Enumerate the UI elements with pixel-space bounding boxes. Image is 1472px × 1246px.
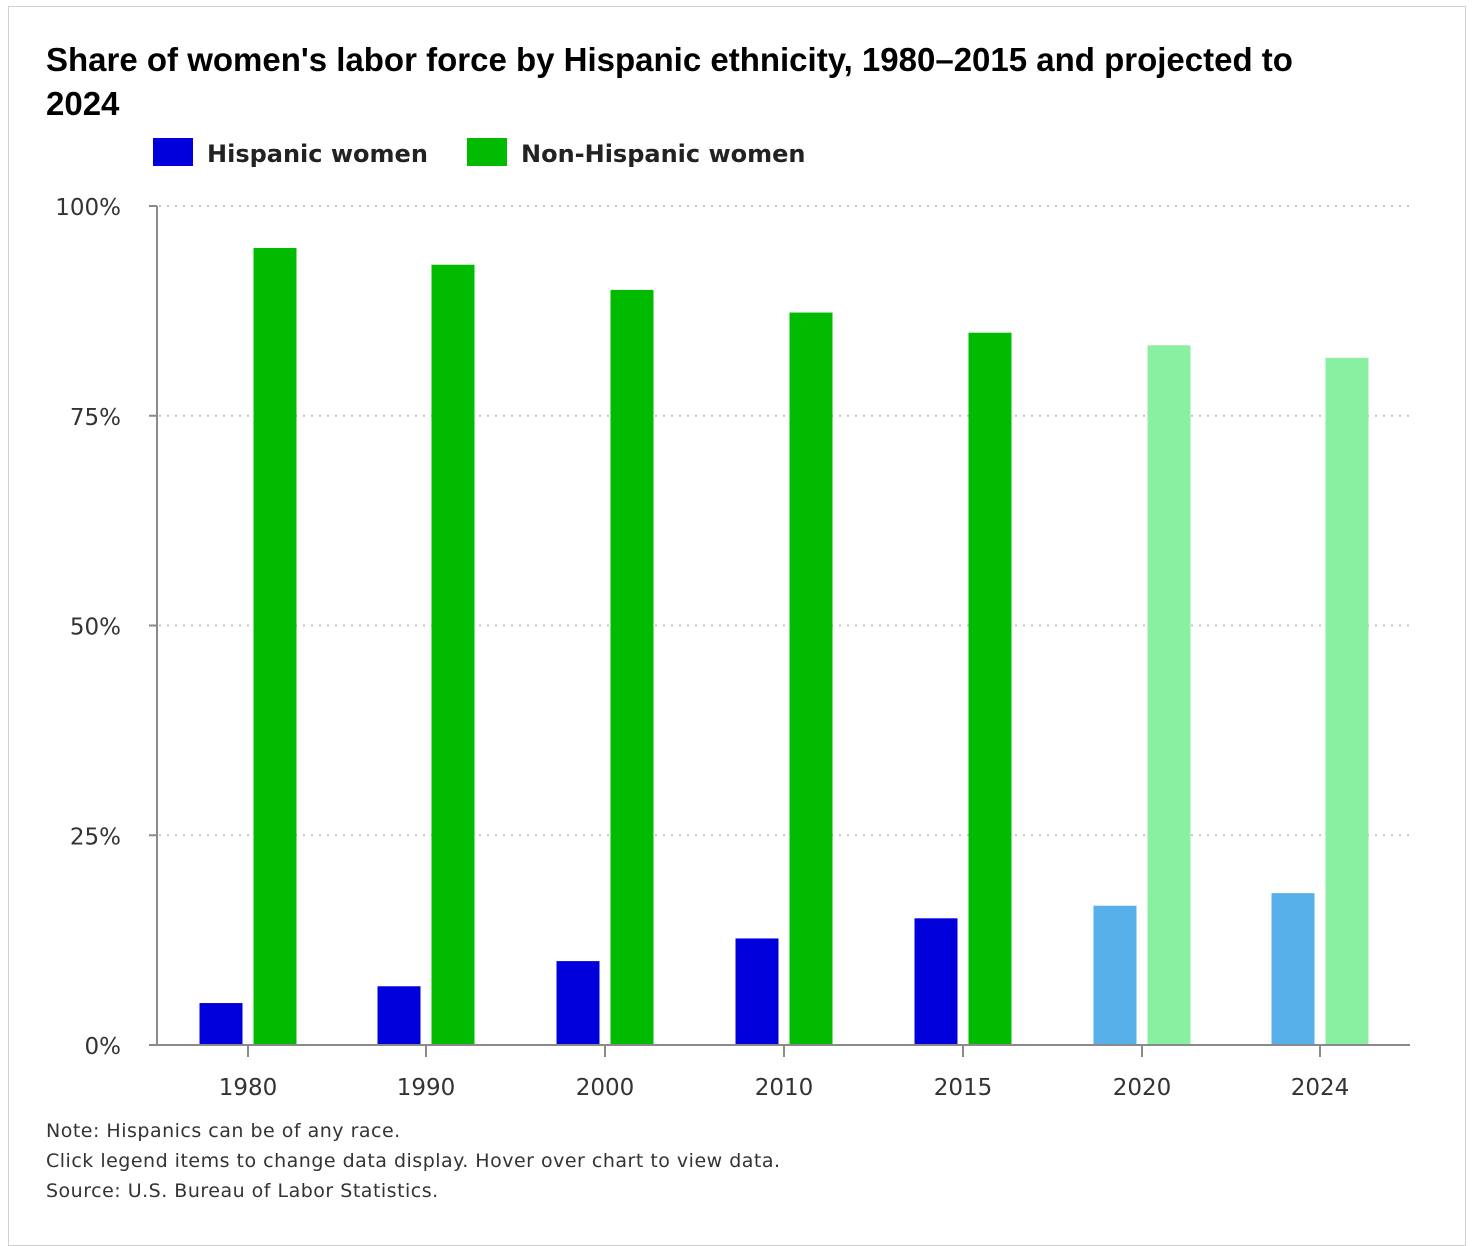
x-tick-label-1990: 1990 [397, 1075, 456, 1101]
bar-hispanic-2020[interactable]: Hispanic women, 2020: 16.6% [1093, 905, 1137, 1045]
bar-non-hispanic-2000[interactable]: Non-Hispanic women, 2000: 90% [610, 289, 654, 1045]
note-source: Source: U.S. Bureau of Labor Statistics. [46, 1180, 439, 1202]
legend-item-hispanic-women[interactable]: Hispanic women [153, 136, 428, 170]
note-race: Note: Hispanics can be of any race. [46, 1120, 401, 1142]
y-tick-label-25: 25% [70, 824, 121, 850]
x-tick-label-2015: 2015 [934, 1075, 993, 1101]
bar-non-hispanic-2024[interactable]: Non-Hispanic women, 2024: 81.9% [1325, 357, 1369, 1045]
note-instructions: Click legend items to change data displa… [46, 1150, 781, 1172]
legend-swatch-non-hispanic-women [467, 138, 507, 166]
bar-hispanic-2024[interactable]: Hispanic women, 2024: 18.1% [1271, 893, 1315, 1045]
legend-label-hispanic-women: Hispanic women [207, 140, 428, 168]
chart-notes: Note: Hispanics can be of any race. Clic… [46, 1116, 781, 1206]
x-tick-label-2000: 2000 [576, 1075, 635, 1101]
bar-non-hispanic-1980[interactable]: Non-Hispanic women, 1980: 95% [253, 247, 297, 1045]
x-tick-label-2010: 2010 [755, 1075, 814, 1101]
legend-item-non-hispanic-women[interactable]: Non-Hispanic women [467, 136, 807, 170]
chart-title: Share of women's labor force by Hispanic… [46, 41, 1293, 122]
bar-non-hispanic-1990[interactable]: Non-Hispanic women, 1990: 93% [431, 264, 475, 1046]
bar-chart[interactable]: 0%25%50%75%100%Hispanic women, 1980: 5%N… [0, 180, 1472, 1110]
bar-non-hispanic-2010[interactable]: Non-Hispanic women, 2010: 87.3% [789, 312, 833, 1046]
bar-non-hispanic-2015[interactable]: Non-Hispanic women, 2015: 84.9% [968, 332, 1012, 1046]
x-tick-label-2020: 2020 [1113, 1075, 1172, 1101]
bar-hispanic-2010[interactable]: Hispanic women, 2010: 12.7% [735, 938, 779, 1045]
legend-label-non-hispanic-women: Non-Hispanic women [521, 140, 806, 168]
y-tick-label-100: 100% [55, 195, 121, 221]
y-tick-label-0: 0% [85, 1034, 122, 1060]
x-tick-label-1980: 1980 [219, 1075, 278, 1101]
legend-swatch-hispanic-women [153, 138, 193, 166]
y-tick-label-50: 50% [70, 615, 121, 641]
bar-hispanic-2015[interactable]: Hispanic women, 2015: 15.1% [914, 918, 958, 1045]
y-tick-label-75: 75% [70, 405, 121, 431]
x-tick-label-2024: 2024 [1291, 1075, 1350, 1101]
bar-hispanic-1980[interactable]: Hispanic women, 1980: 5% [199, 1003, 243, 1045]
bar-hispanic-1990[interactable]: Hispanic women, 1990: 7% [377, 986, 421, 1045]
bar-hispanic-2000[interactable]: Hispanic women, 2000: 10% [556, 961, 600, 1045]
bar-non-hispanic-2020[interactable]: Non-Hispanic women, 2020: 83.4% [1147, 345, 1191, 1045]
